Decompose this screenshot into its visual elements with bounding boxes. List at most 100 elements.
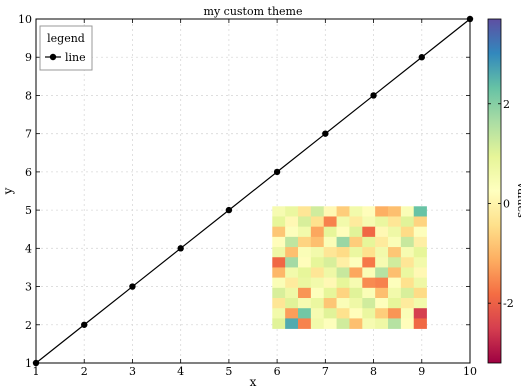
heatmap-cell (375, 226, 389, 238)
x-tick-label: 5 (225, 365, 232, 378)
data-point (273, 168, 281, 176)
heatmap-cell (298, 287, 312, 299)
heatmap-cell (336, 206, 350, 217)
data-point (225, 206, 233, 214)
y-tick-label: 7 (25, 128, 32, 141)
heatmap-cell (323, 287, 337, 299)
x-tick-label: 2 (81, 365, 88, 378)
heatmap-cell (388, 247, 402, 258)
heatmap-cell (336, 318, 350, 329)
heatmap-cell (285, 298, 299, 309)
heatmap-cell (336, 216, 350, 227)
x-tick-label: 7 (322, 365, 329, 378)
y-tick-label: 6 (25, 166, 32, 179)
heatmap-cell (310, 298, 325, 309)
heatmap-cell (310, 216, 325, 227)
heatmap-cell (400, 287, 415, 299)
heatmap-cell (413, 287, 427, 299)
heatmap-cell (298, 216, 312, 227)
heatmap-cell (375, 216, 389, 227)
heatmap-cell (310, 236, 325, 248)
heatmap-cell (413, 308, 427, 319)
heatmap-cell (336, 257, 350, 268)
heatmap-cell (349, 277, 363, 289)
heatmap-cell (375, 277, 389, 289)
heatmap-cell (298, 267, 312, 278)
heatmap-cell (375, 267, 389, 278)
heatmap-cell (349, 236, 363, 248)
heatmap-cell (388, 236, 402, 248)
heatmap-cell (362, 236, 376, 248)
heatmap-cell (323, 308, 337, 319)
colorbar-ticks: -2 0 2 (488, 98, 514, 310)
heatmap-cell (285, 308, 299, 319)
heatmap-cell (388, 257, 402, 268)
heatmap-cell (323, 257, 337, 268)
heatmap-cell (336, 267, 350, 278)
heatmap-cell (298, 257, 312, 268)
heatmap-cell (285, 206, 299, 217)
heatmap-cell (323, 267, 337, 278)
heatmap-cell (336, 247, 350, 258)
heatmap-cell (323, 226, 337, 238)
heatmap-cell (413, 267, 427, 278)
heatmap-cell (323, 216, 337, 227)
heatmap-cell (400, 247, 415, 258)
x-tick-label: 3 (129, 365, 136, 378)
heatmap-cell (400, 298, 415, 309)
x-axis-label: x (250, 375, 257, 388)
heatmap-cell (388, 287, 402, 299)
heatmap-cell (285, 226, 299, 238)
heatmap-cell (413, 236, 427, 248)
heatmap-cell (310, 277, 325, 289)
heatmap-cell (298, 298, 312, 309)
heatmap-cell (349, 206, 363, 217)
heatmap-cell (310, 308, 325, 319)
heatmap-cell (298, 206, 312, 217)
heatmap-cell (336, 308, 350, 319)
heatmap-cell (310, 257, 325, 268)
y-tick-label: 4 (25, 242, 32, 255)
legend-entry-line: line (65, 51, 86, 64)
heatmap-cell (272, 236, 286, 248)
heatmap-cell (336, 287, 350, 299)
heatmap (272, 206, 427, 329)
colorbar: -2 0 2 values (487, 18, 521, 364)
x-tick-label: 1 (33, 365, 40, 378)
heatmap-cell (375, 308, 389, 319)
heatmap-cell (285, 277, 299, 289)
x-tick-label: 6 (274, 365, 281, 378)
heatmap-cell (323, 277, 337, 289)
heatmap-cell (400, 216, 415, 227)
heatmap-cell (272, 206, 286, 217)
x-tick-label: 4 (177, 365, 184, 378)
heatmap-cell (400, 277, 415, 289)
heatmap-cell (413, 226, 427, 238)
data-point (370, 92, 377, 99)
heatmap-cell (298, 318, 312, 329)
x-tick-label: 8 (370, 365, 377, 378)
heatmap-cell (413, 298, 427, 309)
heatmap-cell (362, 277, 376, 289)
heatmap-cell (336, 298, 350, 309)
heatmap-cell (375, 206, 389, 217)
heatmap-cell (285, 267, 299, 278)
heatmap-cell (272, 287, 286, 299)
legend-marker-swatch (49, 53, 57, 61)
heatmap-cell (349, 216, 363, 227)
colorbar-tick-label: 0 (503, 197, 510, 210)
heatmap-cell (272, 277, 286, 289)
x-tick-label: 10 (463, 365, 477, 378)
heatmap-cell (413, 206, 427, 217)
heatmap-cell (400, 308, 415, 319)
heatmap-cell (310, 287, 325, 299)
heatmap-cell (362, 247, 376, 258)
heatmap-cell (400, 267, 415, 278)
heatmap-cell (285, 287, 299, 299)
heatmap-cell (413, 318, 427, 329)
colorbar-tick-label: -2 (503, 297, 514, 310)
heatmap-cell (388, 298, 402, 309)
heatmap-cell (285, 318, 299, 329)
heatmap-cell (349, 318, 363, 329)
y-tick-label: 9 (25, 51, 32, 64)
